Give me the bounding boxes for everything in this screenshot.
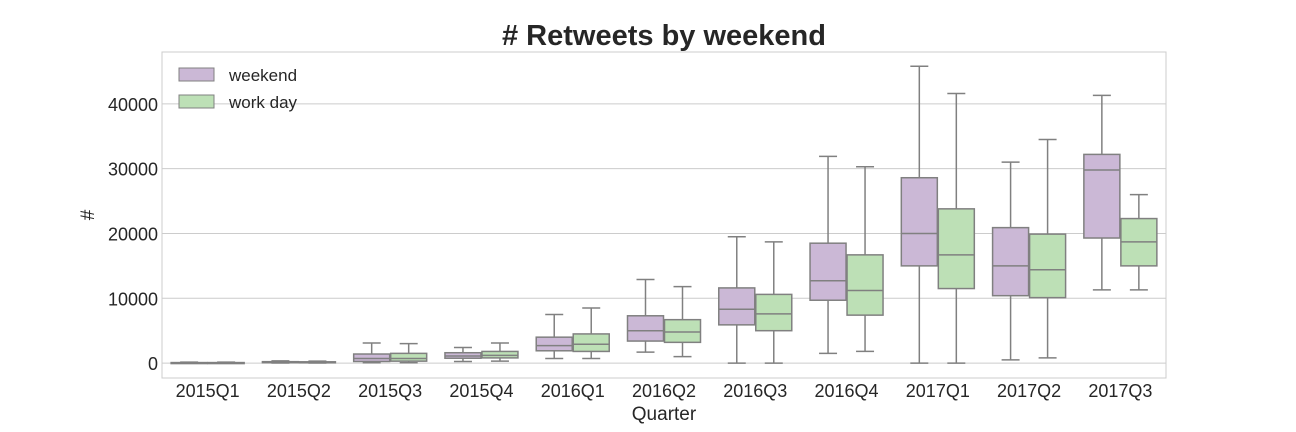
box-work-day-2016Q4	[846, 165, 884, 353]
chart-title: # Retweets by weekend	[502, 20, 826, 52]
x-tick-label: 2016Q1	[541, 381, 605, 401]
box-work-day-2017Q2	[1028, 138, 1067, 359]
x-tick-label: 2017Q2	[997, 381, 1061, 401]
box-work-day-2017Q1	[937, 92, 976, 364]
box-iqr	[755, 293, 793, 332]
box-iqr	[1028, 233, 1067, 299]
x-tick-label: 2017Q3	[1088, 381, 1152, 401]
y-tick-label: 0	[148, 354, 158, 374]
box-weekend-2015Q4	[444, 346, 482, 363]
legend-label-weekend: weekend	[228, 66, 297, 85]
box-iqr	[937, 208, 976, 290]
box-work-day-2015Q2	[298, 360, 337, 364]
x-tick-label: 2016Q4	[815, 381, 879, 401]
box-weekend-2017Q3	[1083, 94, 1121, 291]
box-iqr	[626, 315, 665, 342]
box-weekend-2015Q2	[261, 360, 300, 364]
box-weekend-2016Q4	[809, 155, 847, 355]
legend: weekend work day	[178, 66, 298, 112]
box-work-day-2015Q4	[481, 342, 519, 362]
box-iqr	[809, 242, 847, 301]
y-tick-labels: 0 10000 20000 30000 40000	[108, 95, 158, 374]
box-iqr	[991, 226, 1030, 297]
box-work-day-2016Q1	[572, 307, 610, 360]
box-work-day-2015Q1	[207, 361, 245, 365]
x-tick-label: 2015Q1	[176, 381, 240, 401]
box-weekend-2016Q1	[535, 313, 573, 360]
box-weekend-2016Q3	[718, 235, 756, 364]
box-iqr	[389, 352, 428, 362]
y-tick-label: 30000	[108, 160, 158, 180]
plot-frame	[161, 51, 1167, 379]
box-iqr	[900, 176, 939, 267]
box-work-day-2016Q2	[663, 285, 702, 358]
box-work-day-2015Q3	[389, 342, 428, 364]
box-iqr	[572, 333, 610, 353]
boxes	[170, 65, 1158, 365]
legend-swatch-weekend	[178, 67, 215, 82]
box-weekend-2017Q2	[991, 161, 1030, 361]
box-weekend-2017Q1	[900, 65, 939, 364]
box-work-day-2017Q3	[1120, 193, 1158, 291]
legend-swatch-work-day	[178, 94, 215, 109]
x-tick-label: 2015Q3	[358, 381, 422, 401]
x-tick-label: 2015Q2	[267, 381, 331, 401]
box-work-day-2016Q3	[755, 241, 793, 364]
box-iqr	[663, 318, 702, 344]
box-iqr	[718, 287, 756, 326]
x-tick-label: 2015Q4	[449, 381, 513, 401]
box-iqr	[352, 353, 391, 363]
x-tick-label: 2016Q3	[723, 381, 787, 401]
box-iqr	[846, 254, 884, 316]
box-iqr	[535, 336, 573, 352]
y-tick-label: 20000	[108, 224, 158, 244]
y-tick-label: 40000	[108, 95, 158, 115]
box-weekend-2015Q1	[170, 361, 208, 365]
x-tick-label: 2017Q1	[906, 381, 970, 401]
x-axis-label: Quarter	[632, 404, 697, 425]
box-iqr	[1083, 153, 1121, 239]
y-tick-label: 10000	[108, 289, 158, 309]
x-tick-label: 2016Q2	[632, 381, 696, 401]
x-tick-labels: 2015Q1 2015Q2 2015Q3 2015Q4 2016Q1 2016Q2 2016…	[176, 381, 1153, 401]
box-weekend-2016Q2	[626, 278, 665, 353]
box-weekend-2015Q3	[352, 342, 391, 364]
y-axis-label: #	[78, 209, 99, 220]
legend-label-work-day: work day	[228, 93, 298, 112]
